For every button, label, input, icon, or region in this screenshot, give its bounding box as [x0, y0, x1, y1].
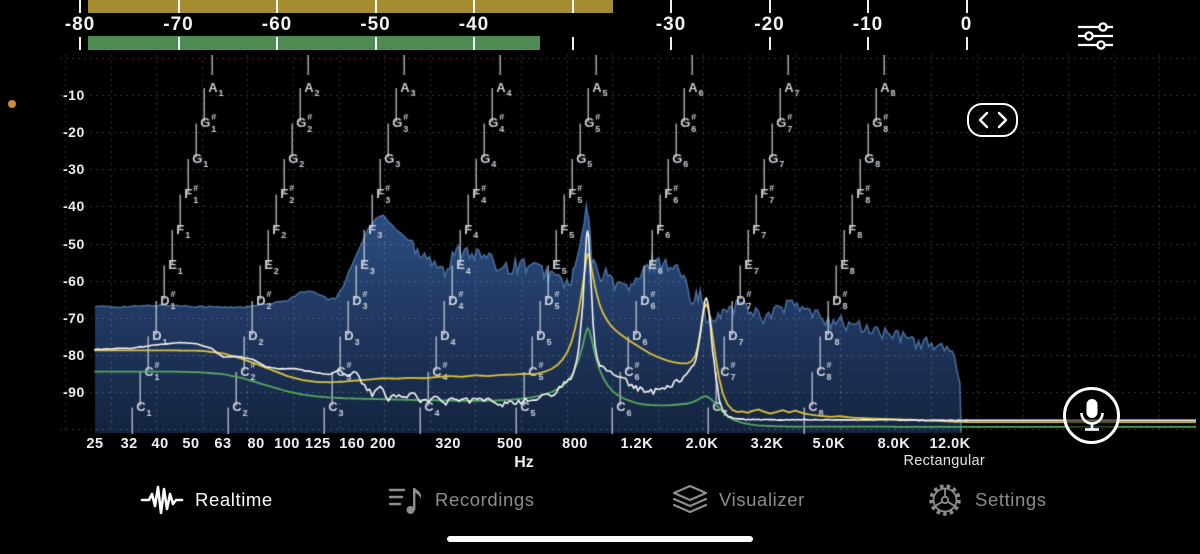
x-axis-label: 63	[214, 436, 232, 452]
gear-icon	[929, 484, 961, 516]
y-axis-label: -80	[63, 346, 85, 363]
meter-tick	[276, 37, 278, 50]
meter-tick	[867, 37, 869, 50]
tab-visualizer-label: Visualizer	[719, 489, 805, 510]
meter-tick	[473, 37, 475, 50]
y-axis-label: -30	[63, 161, 85, 178]
meter-tick	[473, 0, 475, 13]
y-axis-label: -90	[63, 384, 85, 400]
x-axis-label: 40	[151, 436, 169, 452]
x-axis-label: 160	[339, 436, 365, 452]
microphone-button[interactable]	[1063, 387, 1120, 444]
meter-tick-label: -20	[754, 14, 785, 35]
x-axis-label: 50	[182, 436, 200, 452]
meter-tick	[571, 0, 574, 13]
meter-tick-label: -30	[655, 14, 687, 35]
meter-tick	[276, 0, 278, 13]
tab-visualizer[interactable]: Visualizer	[672, 470, 805, 530]
x-axis-label: 5.0K	[812, 436, 846, 452]
y-axis-label: -50	[63, 235, 85, 252]
tab-realtime-label: Realtime	[195, 489, 273, 510]
x-axis-label: 125	[305, 436, 331, 452]
x-axis-label: 320	[435, 436, 461, 452]
meter-tick	[670, 0, 672, 13]
waveform-icon	[140, 485, 184, 515]
tab-realtime[interactable]: Realtime	[140, 470, 273, 530]
fit-width-button[interactable]	[967, 103, 1018, 137]
y-axis-label: -40	[63, 198, 85, 215]
tab-settings[interactable]: Settings	[926, 470, 1047, 530]
chevrons-icon	[978, 111, 1007, 129]
meter-bar-green	[88, 36, 541, 50]
tab-recordings[interactable]: Recordings	[388, 470, 535, 530]
y-axis-label: -10	[63, 87, 85, 103]
x-axis-label: 800	[562, 436, 588, 452]
meter-tick-label: -40	[458, 14, 490, 35]
meter-tick	[867, 0, 869, 13]
spectrum-plot[interactable]	[60, 55, 1196, 434]
x-axis-title: Hz	[514, 454, 534, 471]
meter-tick-label: 0	[960, 14, 973, 35]
layers-icon	[672, 484, 708, 514]
x-axis-label: 200	[370, 436, 396, 452]
y-axis-label: -70	[63, 309, 85, 326]
meter-tick	[79, 0, 81, 13]
x-axis-label: 500	[497, 436, 523, 452]
meter-tick	[965, 37, 968, 50]
meter-bar-yellow	[88, 0, 613, 13]
fft-window-label: Rectangular	[903, 453, 985, 469]
meter-tick-label: -50	[360, 14, 391, 35]
microphone-icon	[1079, 398, 1104, 431]
x-axis-label: 32	[120, 436, 138, 452]
meter-tick	[571, 37, 574, 50]
meter-tick	[177, 0, 180, 13]
tab-recordings-label: Recordings	[435, 489, 535, 510]
x-axis-label: 100	[274, 436, 300, 452]
x-axis-label: 12.0K	[929, 436, 971, 452]
music-note-list-icon	[388, 488, 421, 514]
meter-tick-label: -70	[163, 14, 194, 35]
home-indicator[interactable]	[447, 536, 753, 542]
x-axis-label: 1.2K	[620, 436, 654, 452]
meter-tick-label: -10	[852, 14, 884, 35]
x-axis-label: 3.2K	[750, 436, 784, 452]
meter-tick	[768, 0, 771, 13]
y-axis-label: -20	[63, 124, 85, 141]
meter-tick	[670, 37, 672, 50]
meter-tick	[374, 37, 377, 50]
x-axis-label: 8.0K	[877, 436, 911, 452]
x-axis-label: 80	[247, 436, 265, 452]
level-meter: -80 -70 -60 -50 -40 -30 -20 -10 0	[0, 0, 1200, 55]
x-axis-label: 2.0K	[685, 436, 719, 452]
sliders-icon[interactable]	[1070, 20, 1120, 54]
tab-settings-label: Settings	[975, 489, 1047, 510]
x-axis-label: 25	[86, 436, 104, 452]
meter-tick-label: -80	[64, 14, 96, 35]
meter-tick	[374, 0, 377, 13]
meter-tick	[79, 37, 81, 50]
meter-tick	[768, 37, 771, 50]
meter-tick	[177, 37, 180, 50]
y-axis-label: -60	[63, 272, 85, 289]
meter-tick-label: -60	[261, 14, 293, 35]
mic-active-indicator-dot	[8, 100, 16, 108]
meter-tick	[965, 0, 968, 13]
